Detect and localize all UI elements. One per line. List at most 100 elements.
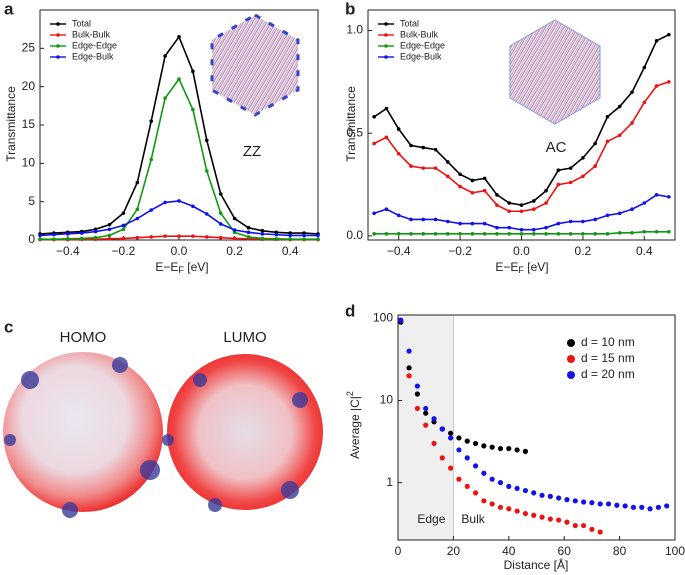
legend-swatch (56, 22, 60, 26)
data-point (191, 107, 195, 112)
x-axis-label: E−EF [eV] (155, 260, 208, 275)
data-point (107, 237, 112, 241)
data-point (544, 188, 548, 193)
data-point (544, 201, 548, 205)
legend-label: Edge-Edge (72, 40, 117, 50)
annotation: ZZ (243, 143, 261, 160)
x-tick-label: 0 (395, 544, 402, 558)
data-point (177, 234, 181, 238)
y-tick-label: 5 (28, 194, 35, 208)
data-point (458, 221, 462, 226)
data-point (482, 221, 487, 226)
data-point (246, 235, 251, 239)
data-point (52, 232, 56, 237)
y-axis-label-main: Average |C| (348, 396, 362, 459)
data-point (464, 438, 470, 444)
data-point (396, 232, 401, 236)
data-point (568, 232, 573, 236)
legend-label: Edge-Bulk (400, 51, 442, 61)
data-point (482, 232, 487, 236)
data-point (205, 169, 209, 173)
data-point (121, 236, 126, 241)
x-tick-label: 100 (665, 544, 685, 558)
data-point (581, 219, 585, 224)
data-point (630, 121, 634, 125)
data-point (497, 504, 504, 510)
data-point (448, 435, 454, 441)
data-point (489, 501, 495, 507)
region-label: Bulk (461, 512, 485, 526)
x-tick-label: 0.0 (171, 244, 188, 258)
data-point (79, 236, 84, 241)
data-point (507, 209, 512, 214)
data-point (605, 213, 610, 218)
data-point (409, 217, 413, 222)
edge-spots (4, 357, 308, 518)
data-point (630, 207, 634, 211)
series-line (40, 77, 318, 241)
data-point (66, 232, 70, 236)
data-point (470, 178, 475, 183)
data-point (396, 213, 401, 218)
data-point (232, 216, 237, 221)
data-point (589, 500, 595, 506)
data-point (107, 222, 112, 227)
data-point (654, 193, 659, 197)
data-point (409, 143, 413, 148)
panel-label: a (4, 0, 14, 18)
data-point (580, 522, 587, 529)
data-point (605, 501, 612, 507)
legend-swatch (384, 55, 388, 59)
data-point (414, 405, 420, 412)
data-point (472, 463, 479, 469)
data-point (421, 166, 426, 170)
data-point (605, 232, 610, 236)
homo-image (3, 352, 163, 512)
data-point (519, 227, 524, 232)
data-point (218, 235, 223, 240)
data-point (654, 39, 659, 43)
data-point (260, 229, 265, 233)
x-tick-label: 80 (613, 544, 627, 558)
data-point (667, 32, 671, 37)
data-point (522, 448, 529, 454)
data-point (568, 180, 573, 185)
data-point (481, 470, 487, 476)
data-point (568, 219, 573, 224)
data-point (205, 235, 209, 239)
data-point (52, 237, 56, 242)
x-tick-label: −0.2 (112, 244, 136, 258)
data-point (547, 493, 553, 499)
data-point (495, 193, 499, 197)
data-point (667, 195, 671, 199)
inset-structure (210, 13, 300, 117)
legend-swatch (56, 44, 60, 48)
data-point (66, 237, 70, 241)
data-point (489, 444, 495, 450)
data-point (448, 430, 454, 436)
data-point (655, 504, 661, 510)
x-tick-label: 20 (447, 544, 461, 558)
data-point (232, 236, 237, 241)
data-point (121, 227, 126, 232)
x-tick-label: 0.4 (282, 244, 299, 258)
lumo-image (167, 354, 323, 510)
data-point (163, 200, 167, 205)
data-point (93, 229, 98, 234)
data-point (617, 211, 622, 216)
y-axis-label-sup: 2 (345, 391, 355, 396)
data-point (522, 487, 529, 494)
data-point (507, 232, 512, 236)
x-tick-label: 60 (558, 544, 572, 558)
y-axis-label: Average |C|2 (345, 391, 362, 459)
data-point (642, 201, 647, 205)
data-point (519, 203, 524, 207)
data-point (617, 104, 622, 109)
data-point (302, 237, 306, 242)
x-tick-label: −0.2 (448, 244, 472, 258)
data-point (481, 443, 487, 449)
data-point (481, 498, 487, 504)
data-point (423, 422, 429, 428)
data-point (544, 225, 548, 230)
